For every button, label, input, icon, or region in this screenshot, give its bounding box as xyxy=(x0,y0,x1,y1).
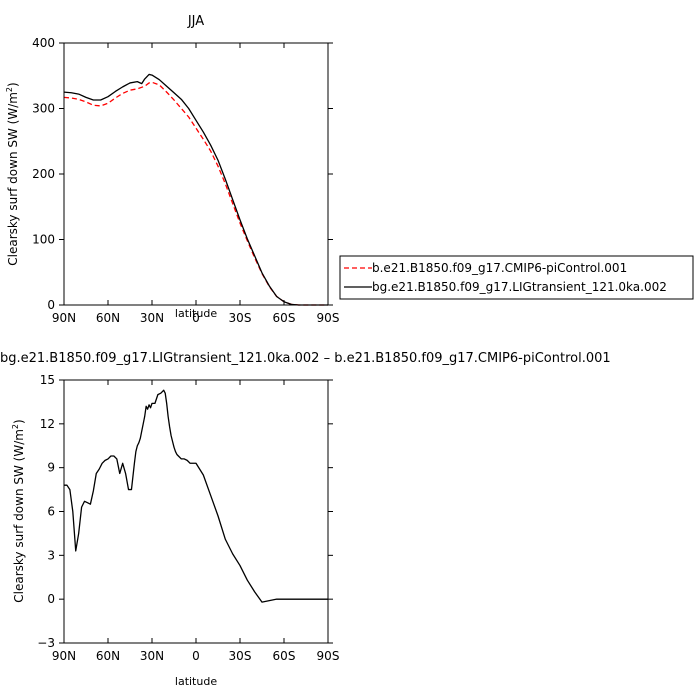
bottom-panel-y-tick-label: 12 xyxy=(40,417,55,431)
bottom-panel-x-tick-label: 30S xyxy=(229,649,252,663)
top-panel-ticks: 90N 60N 30N 0 30S 60S 90S 0 100 200 300 400 xyxy=(32,36,339,325)
top-panel-series-line-1 xyxy=(63,73,328,306)
top-panel-frame xyxy=(63,42,329,306)
top-panel: JJA 90N 60N 30N 0 30S 60S 90S 0 100 200 300 400 lat… xyxy=(5,14,694,325)
legend-label-ligtransient: bg.e21.B1850.f09_g17.LIGtransient_121.0k… xyxy=(372,280,667,294)
top-panel-y-tick-label: 400 xyxy=(32,36,55,50)
bottom-panel-series-line-0 xyxy=(64,389,328,603)
top-panel-lines xyxy=(63,73,328,306)
bottom-panel-x-tick-label: 0 xyxy=(192,649,200,663)
top-panel-y-axis-label-sup: 2 xyxy=(5,87,14,92)
top-panel-x-axis-label: latitude xyxy=(175,307,217,320)
bottom-panel-lines xyxy=(64,389,328,603)
bottom-panel-ticks: 90N 60N 30N 0 30S 60S 90S −3 0 3 6 9 12 15 xyxy=(37,373,339,663)
top-panel-y-tick-label: 0 xyxy=(47,298,55,312)
bottom-panel-x-tick-label: 90N xyxy=(52,649,76,663)
bottom-panel-x-tick-label: 60S xyxy=(273,649,296,663)
top-panel-y-tick-label: 100 xyxy=(32,233,55,247)
top-panel-x-tick-label: 30S xyxy=(229,311,252,325)
top-panel-y-axis-label: Clearsky surf down SW (W/m2) xyxy=(5,82,20,265)
bottom-panel-y-tick-label: 6 xyxy=(47,505,55,519)
bottom-panel-x-tick-label: 60N xyxy=(96,649,120,663)
top-panel-x-tick-label: 30N xyxy=(140,311,164,325)
top-panel-x-tick-label: 60S xyxy=(273,311,296,325)
top-panel-x-tick-label: 90S xyxy=(317,311,340,325)
legend-box xyxy=(339,255,694,300)
top-panel-x-tick-label: 60N xyxy=(96,311,120,325)
bottom-panel-x-tick-label: 30N xyxy=(140,649,164,663)
top-panel-x-tick-label: 90N xyxy=(52,311,76,325)
bottom-panel-title: bg.e21.B1850.f09_g17.LIGtransient_121.0k… xyxy=(0,351,611,366)
bottom-panel-y-axis-label-sup: 2 xyxy=(11,424,20,429)
bottom-panel-y-tick-label: −3 xyxy=(37,636,55,650)
bottom-panel-y-tick-label: 9 xyxy=(47,461,55,475)
bottom-panel-y-axis-label-main: Clearsky surf down SW (W/m xyxy=(12,429,26,603)
top-panel-title: JJA xyxy=(187,14,204,29)
top-panel-y-axis-label-close: ) xyxy=(6,82,20,87)
bottom-panel-y-tick-label: 15 xyxy=(40,373,55,387)
top-panel-series-line-0 xyxy=(63,81,328,306)
bottom-panel: bg.e21.B1850.f09_g17.LIGtransient_121.0k… xyxy=(0,351,611,688)
legend-label-picontrol: b.e21.B1850.f09_g17.CMIP6-piControl.001 xyxy=(372,261,627,275)
bottom-panel-y-tick-label: 3 xyxy=(47,548,55,562)
bottom-panel-frame xyxy=(63,379,329,644)
bottom-panel-y-tick-label: 0 xyxy=(47,592,55,606)
bottom-panel-x-tick-label: 90S xyxy=(317,649,340,663)
legend: b.e21.B1850.f09_g17.CMIP6-piControl.001 … xyxy=(339,255,694,300)
top-panel-x-tick-label: 0 xyxy=(192,311,200,325)
top-panel-y-axis-label-main: Clearsky surf down SW (W/m xyxy=(6,92,20,266)
bottom-panel-x-axis-label: latitude xyxy=(175,675,217,688)
bottom-panel-y-axis-label-close: ) xyxy=(12,419,26,424)
top-panel-y-tick-label: 200 xyxy=(32,167,55,181)
bottom-panel-y-axis-label: Clearsky surf down SW (W/m2) xyxy=(11,419,26,602)
top-panel-y-tick-label: 300 xyxy=(32,102,55,116)
